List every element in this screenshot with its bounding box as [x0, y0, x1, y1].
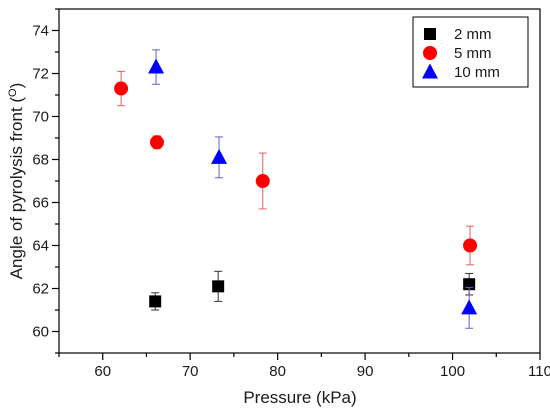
x-tick-label: 70 [182, 363, 199, 380]
data-point [149, 295, 162, 308]
x-tick-label: 100 [440, 363, 465, 380]
y-tick-label: 68 [32, 152, 49, 169]
x-axis-title: Pressure (kPa) [243, 388, 356, 407]
y-tick-label: 70 [32, 109, 49, 126]
series-10-mm [148, 49, 478, 329]
y-axis-title-close: ) [7, 83, 26, 89]
y-tick-label: 74 [32, 23, 49, 40]
y-tick-label: 62 [32, 281, 49, 298]
data-point [463, 238, 478, 253]
data-point [149, 135, 164, 150]
y-axis-title-degree: O [7, 88, 19, 97]
legend-label: 10 mm [454, 64, 500, 81]
x-tick-label: 80 [269, 363, 286, 380]
x-tick-label: 110 [528, 363, 550, 380]
data-point [212, 280, 225, 293]
legend: 2 mm 5 mm 10 mm [412, 16, 529, 88]
data-point [211, 148, 228, 164]
y-axis-title-main: Angle of pyrolysis front ( [7, 97, 26, 280]
series-5-mm [114, 70, 478, 266]
data-markers [114, 49, 478, 329]
data-point [114, 81, 129, 96]
y-tick-label: 60 [32, 324, 49, 341]
legend-label: 5 mm [454, 45, 492, 62]
x-tick-label: 90 [357, 363, 374, 380]
legend-marker [422, 63, 438, 79]
legend-marker [423, 46, 437, 60]
y-tick-label: 64 [32, 238, 49, 255]
data-point [148, 58, 165, 74]
data-point [255, 174, 270, 188]
axis-ticks: 60 70 80 90 100 110 60 62 64 66 68 70 72 74 [32, 8, 550, 380]
legend-label: 2 mm [454, 26, 492, 43]
y-tick-label: 72 [32, 66, 49, 83]
legend-marker [424, 28, 436, 40]
y-tick-label: 66 [32, 195, 49, 212]
y-axis-title: Angle of pyrolysis front (O) [7, 83, 26, 280]
x-tick-label: 60 [94, 363, 111, 380]
data-point [461, 299, 478, 315]
